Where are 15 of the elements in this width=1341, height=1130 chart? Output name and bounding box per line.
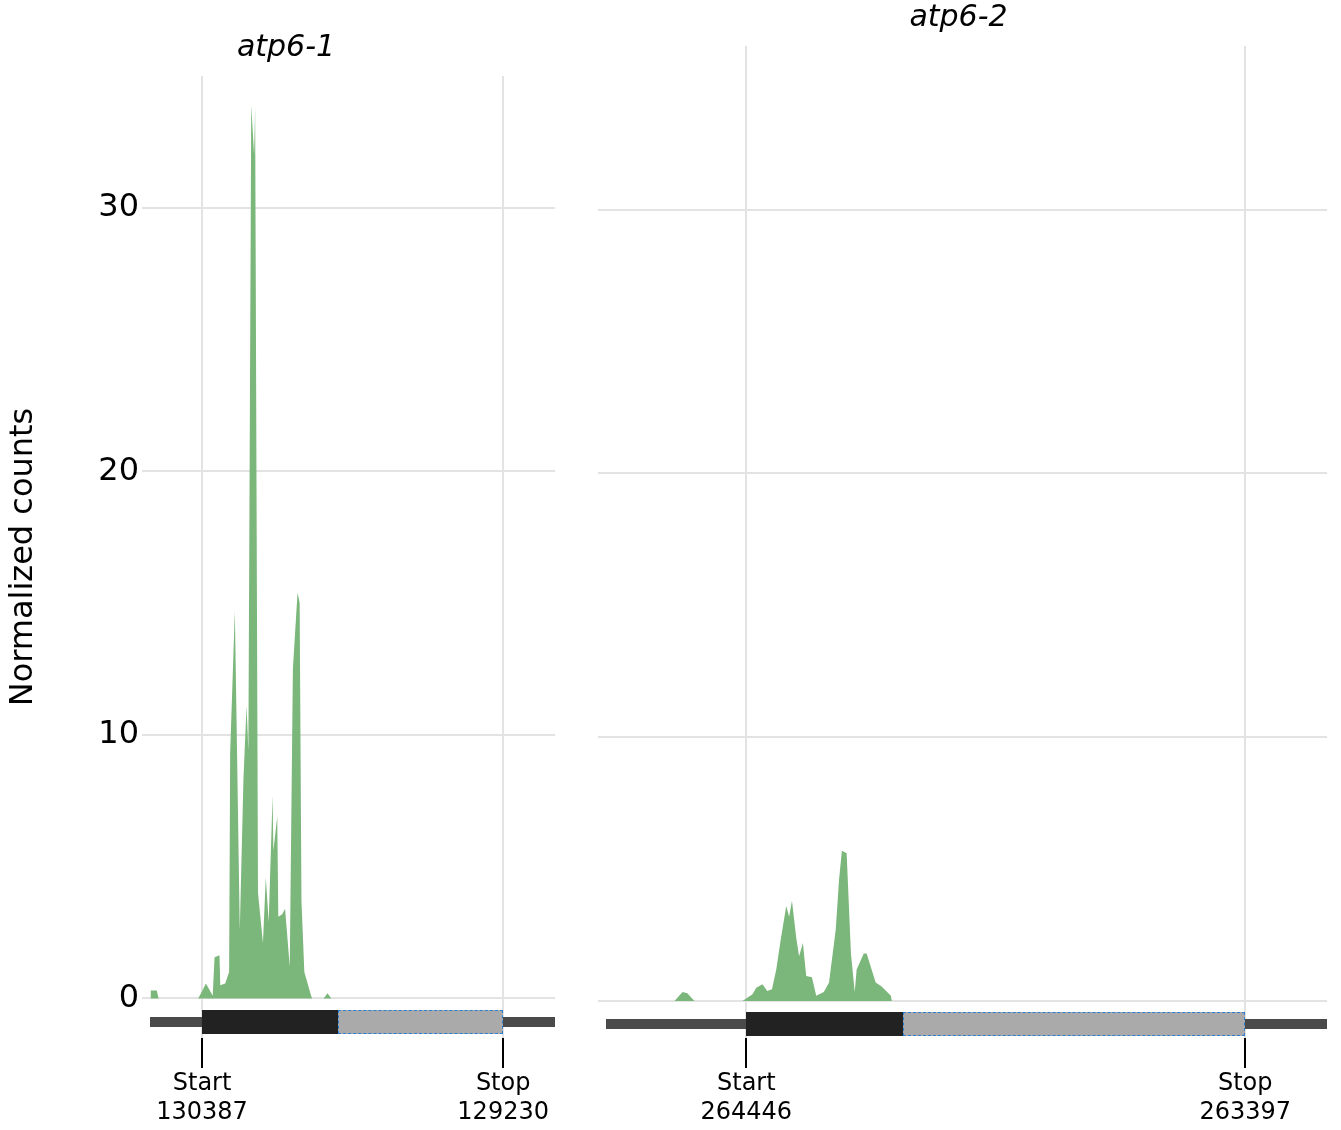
y-tick-label: 20 xyxy=(98,449,139,488)
chart-title: atp6-2 xyxy=(909,0,1008,33)
x-tick-label: 264446 xyxy=(700,1096,793,1125)
text: Stop xyxy=(1217,1068,1273,1097)
y-axis-title: Normalized counts xyxy=(1,407,40,707)
y-tick-label: 30 xyxy=(98,186,139,225)
x-tick-label: 129230 xyxy=(457,1096,549,1125)
chart-title: atp6-1 xyxy=(236,27,336,63)
y-tick-label: 0 xyxy=(118,976,139,1015)
text: Stop xyxy=(475,1068,531,1097)
x-tick-label: 130387 xyxy=(156,1096,248,1125)
y-tick-label: 10 xyxy=(98,713,139,752)
text: Start xyxy=(172,1068,232,1097)
text: Start xyxy=(716,1068,776,1097)
x-tick-label: 263397 xyxy=(1199,1096,1292,1125)
